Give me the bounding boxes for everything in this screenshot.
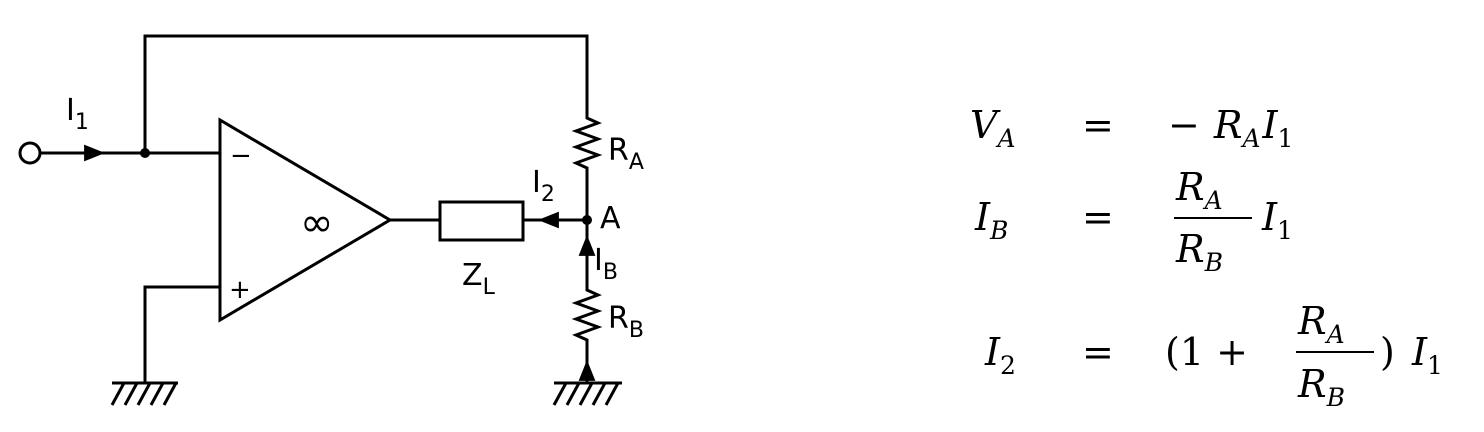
feedback-junction: [140, 148, 150, 158]
svg-text:IB: IB: [974, 195, 1008, 245]
noninverting-input-sign: +: [229, 275, 251, 305]
svg-text:=: =: [1082, 103, 1114, 147]
svg-text:(1 +: (1 +: [1165, 330, 1248, 374]
eq3-numerator: RA: [1297, 299, 1345, 349]
svg-text:− RAI1: − RAI1: [1168, 103, 1293, 153]
opamp-triangle: [218, 117, 393, 323]
resistor-b-zigzag: [571, 283, 603, 349]
resistor-a-zigzag: [571, 110, 603, 177]
label-ib: IB: [594, 243, 618, 285]
feedback-wire: [143, 34, 589, 155]
equation-ib: IB = RA RB I1: [974, 165, 1293, 277]
noninverting-ground-wire: [143, 285, 222, 384]
equation-va: VA = − RAI1: [970, 103, 1293, 153]
left-ground-symbol: [110, 381, 178, 406]
svg-text:I1: I1: [1261, 195, 1293, 245]
equation-i2: I2 = (1 + RA RB ) I1: [984, 299, 1443, 412]
node-a-junction: [582, 215, 592, 225]
svg-text:): ): [1380, 330, 1395, 374]
input-terminal: [18, 141, 42, 165]
eq2-denominator: RB: [1175, 227, 1223, 277]
svg-text:I2: I2: [984, 330, 1016, 380]
svg-text:=: =: [1082, 330, 1114, 374]
label-zl: ZL: [462, 258, 496, 300]
opamp-gain-symbol: ∞: [300, 200, 333, 246]
label-i2: I2: [532, 165, 555, 207]
label-node-a: A: [600, 201, 621, 236]
label-i1: I1: [66, 93, 89, 135]
inverting-input-sign: −: [230, 141, 252, 171]
label-ra: RA: [608, 133, 644, 175]
load-impedance-box: [438, 200, 525, 242]
svg-text:VA: VA: [970, 103, 1016, 153]
svg-text:I1: I1: [1411, 330, 1443, 380]
eq2-numerator: RA: [1175, 165, 1223, 215]
right-ground-symbol: [552, 381, 622, 406]
label-rb: RB: [608, 301, 644, 343]
eq3-denominator: RB: [1297, 362, 1345, 412]
svg-text:=: =: [1082, 195, 1114, 239]
